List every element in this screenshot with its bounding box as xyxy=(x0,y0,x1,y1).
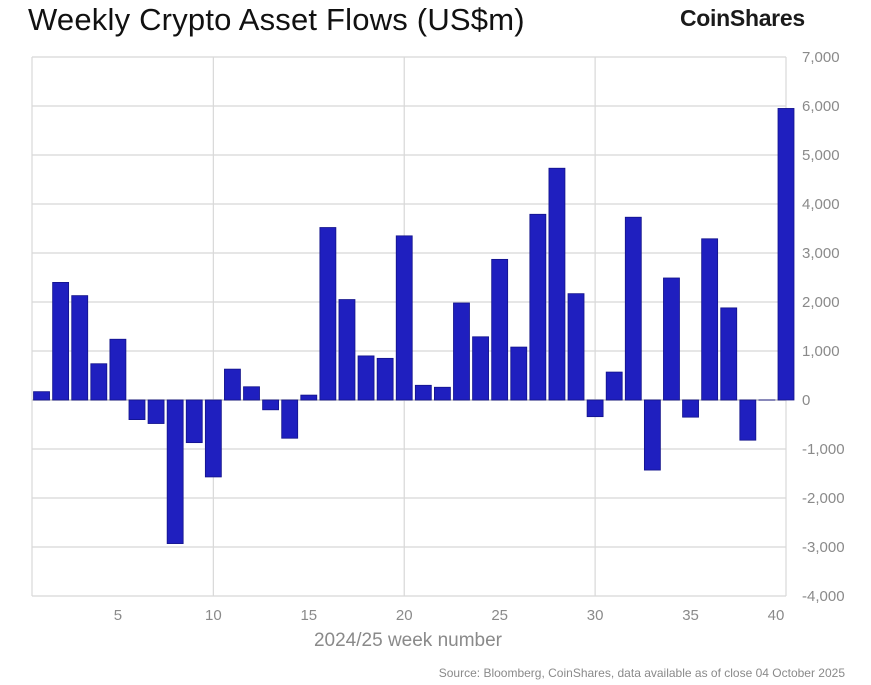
bar-week-31 xyxy=(605,371,623,401)
bar-week-6 xyxy=(128,399,146,421)
y-tick-label: 3,000 xyxy=(802,245,840,262)
y-tick-label: 1,000 xyxy=(802,343,840,360)
bar-week-27 xyxy=(529,213,547,401)
y-tick-label: 4,000 xyxy=(802,196,840,213)
x-tick-label: 25 xyxy=(491,607,508,624)
bar-week-29 xyxy=(567,293,585,401)
bar-week-15 xyxy=(300,394,318,401)
bar-week-2 xyxy=(52,281,70,401)
bar-week-33 xyxy=(643,399,661,471)
y-axis-ticks: 7,000 6,000 5,000 4,000 3,000 2,000 1,000 0 -1,0… xyxy=(802,49,845,605)
bar-week-40 xyxy=(777,108,795,401)
x-tick-label: 20 xyxy=(396,607,413,624)
bar-week-22 xyxy=(434,386,451,401)
chart-title: Weekly Crypto Asset Flows (US$m) xyxy=(28,2,525,37)
bar-week-16 xyxy=(319,227,337,401)
y-tick-label: 0 xyxy=(802,392,810,409)
bar-week-28 xyxy=(548,167,566,401)
y-tick-label: 7,000 xyxy=(802,49,840,66)
bar-week-24 xyxy=(472,336,489,401)
bar-week-3 xyxy=(71,295,89,401)
bar-week-14 xyxy=(281,399,299,439)
bar-week-7 xyxy=(147,399,165,424)
bar-week-4 xyxy=(90,363,108,401)
bar-week-21 xyxy=(414,384,432,401)
y-tick-label: 2,000 xyxy=(802,294,840,311)
x-tick-label: 10 xyxy=(205,607,222,624)
bar-week-20 xyxy=(395,235,413,401)
y-tick-label: -1,000 xyxy=(802,441,845,458)
bar-week-18 xyxy=(357,355,375,401)
bar-week-35 xyxy=(682,399,699,418)
bar-week-9 xyxy=(185,399,203,444)
bar-week-36 xyxy=(701,238,719,401)
x-tick-label: 15 xyxy=(300,607,317,624)
y-tick-label: -3,000 xyxy=(802,539,845,556)
bar-week-8 xyxy=(166,399,184,544)
bar-week-32 xyxy=(624,216,642,401)
x-axis-label: 2024/25 week number xyxy=(314,630,503,651)
bar-week-26 xyxy=(510,346,528,401)
bar-week-30 xyxy=(586,399,604,418)
source-note: Source: Bloomberg, CoinShares, data avai… xyxy=(438,666,845,680)
bar-week-12 xyxy=(243,386,260,401)
bar-week-25 xyxy=(491,258,509,401)
bar-week-23 xyxy=(453,302,470,401)
bar-week-11 xyxy=(224,368,241,401)
y-tick-label: -4,000 xyxy=(802,588,845,605)
bar-week-5 xyxy=(109,338,127,401)
brand-logo: CoinShares xyxy=(680,5,805,31)
x-tick-label: 5 xyxy=(114,607,122,624)
bar-week-38 xyxy=(739,399,757,441)
x-tick-label: 35 xyxy=(682,607,699,624)
bar-week-17 xyxy=(338,299,356,401)
bar-week-13 xyxy=(262,399,280,411)
bar-week-1 xyxy=(33,391,50,401)
x-axis-ticks: 5 10 15 20 25 30 35 40 xyxy=(114,607,785,624)
bar-week-37 xyxy=(720,307,738,401)
y-tick-label: -2,000 xyxy=(802,490,845,507)
bar-week-10 xyxy=(204,399,222,478)
x-tick-label: 30 xyxy=(587,607,604,624)
bar-week-19 xyxy=(376,357,394,401)
x-tick-label: 40 xyxy=(768,607,785,624)
bars xyxy=(33,108,795,544)
bar-week-34 xyxy=(663,277,680,401)
y-tick-label: 5,000 xyxy=(802,147,840,164)
y-tick-label: 6,000 xyxy=(802,98,840,115)
